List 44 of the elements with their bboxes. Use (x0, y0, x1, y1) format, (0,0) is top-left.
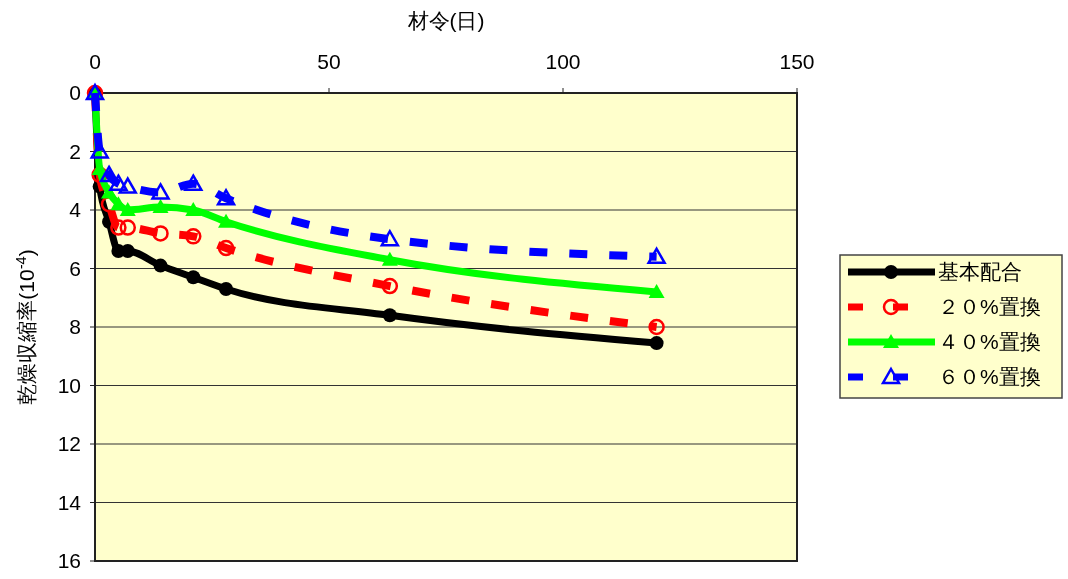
point (217, 239, 235, 257)
legend-label: 基本配合 (938, 260, 1022, 284)
point (218, 213, 235, 228)
point (382, 308, 397, 323)
point (152, 199, 169, 214)
y-tick-label: 6 (69, 256, 81, 280)
y-tick-label: 12 (57, 432, 81, 456)
point (153, 258, 168, 273)
x-tick-label: 50 (317, 50, 341, 73)
point (649, 336, 664, 351)
point (219, 281, 234, 296)
point (109, 174, 128, 191)
y-tick-label: 4 (69, 198, 82, 222)
y-tick-label: 0 (69, 81, 81, 105)
point (110, 219, 127, 236)
point (186, 270, 201, 285)
x-tick-label: 0 (89, 50, 101, 73)
point (647, 247, 666, 265)
point (381, 251, 398, 266)
x-tick-label: 100 (545, 50, 581, 73)
x-axis-title: 材令(日) (406, 9, 485, 32)
x-tick-label: 150 (779, 50, 815, 73)
legend-label: ４０%置換 (938, 330, 1041, 354)
point (648, 318, 665, 336)
point (152, 225, 169, 242)
y-tick-label: 16 (57, 549, 81, 573)
point (381, 277, 399, 295)
point (119, 219, 137, 236)
y-tick-label: 2 (69, 139, 81, 163)
y-tick-label: 8 (69, 315, 81, 339)
y-tick-label: 14 (57, 490, 82, 514)
point (216, 189, 236, 206)
point (119, 202, 136, 216)
point (118, 177, 138, 194)
y-tick-label: 10 (57, 373, 81, 397)
point (99, 165, 119, 183)
point (380, 230, 400, 247)
point (151, 183, 170, 200)
legend-label: ２０%置換 (938, 295, 1041, 319)
point (648, 283, 665, 298)
point (184, 174, 203, 191)
point (185, 202, 202, 216)
point (185, 228, 202, 245)
legend-label: ６０%置換 (938, 365, 1041, 389)
